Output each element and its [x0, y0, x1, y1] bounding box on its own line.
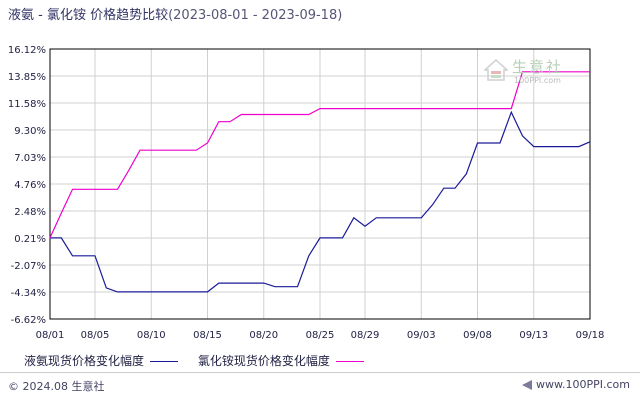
y-tick-label: -2.07%: [11, 261, 46, 272]
legend-item-ammonia: 液氨现货价格变化幅度: [24, 352, 179, 369]
arrow-left-icon: [522, 380, 533, 390]
watermark: 生意社 100PPI.com: [482, 56, 592, 88]
axes: [49, 48, 591, 320]
x-tick-label: 08/15: [193, 330, 222, 341]
legend-label-ammonia: 液氨现货价格变化幅度: [24, 354, 145, 368]
x-tick-label: 09/08: [463, 330, 492, 341]
chart-title-text: 液氨 - 氯化铵 价格趋势比较: [8, 8, 169, 23]
chart-legend: 液氨现货价格变化幅度 氯化铵现货价格变化幅度: [24, 352, 380, 369]
x-tick-label: 09/13: [519, 330, 548, 341]
x-tick-label: 09/03: [407, 330, 436, 341]
legend-swatch-ammonia: [150, 361, 179, 362]
y-tick-label: 0.21%: [14, 234, 46, 245]
y-tick-label: 2.48%: [14, 207, 46, 218]
y-tick-label: 9.30%: [14, 126, 46, 137]
x-tick-labels: 08/01 08/05 08/10 08/15 08/20 08/25 08/29 09/03…: [36, 330, 605, 341]
y-tick-label: 13.85%: [8, 72, 46, 83]
y-tick-label: 7.03%: [14, 153, 46, 164]
y-tick-label: 16.12%: [8, 45, 46, 56]
house-logo-icon: [484, 58, 508, 81]
chart-date-range: (2023-08-01 - 2023-09-18): [168, 8, 343, 23]
plot-frame: [49, 48, 591, 320]
x-tick-label: 08/05: [81, 330, 110, 341]
x-tick-label: 08/20: [249, 330, 278, 341]
y-tick-label: 4.76%: [14, 180, 46, 191]
series-line-ammonia: [50, 110, 591, 293]
y-tick-label: -6.62%: [11, 315, 46, 326]
grid: [49, 48, 591, 320]
x-tick-label: 08/29: [351, 330, 380, 341]
footer-copyright: © 2024.08 生意社: [8, 380, 105, 393]
y-tick-label: -4.34%: [11, 288, 46, 299]
footer-url: www.100PPI.com: [536, 378, 630, 391]
y-tick-labels: 16.12% 13.85% 11.58% 9.30% 7.03% 4.76% 2.48% 0.…: [8, 45, 46, 326]
legend-label-ammonium-chloride: 氯化铵现货价格变化幅度: [197, 354, 330, 368]
x-tick-label: 08/10: [137, 330, 166, 341]
y-tick-label: 11.58%: [8, 99, 46, 110]
legend-item-ammonium-chloride: 氯化铵现货价格变化幅度: [198, 352, 364, 369]
legend-swatch-ammonium-chloride: [335, 361, 364, 362]
watermark-name: 生意社: [512, 58, 564, 76]
x-tick-label: 09/18: [576, 330, 605, 341]
footer: © 2024.08 生意社 www.100PPI.com: [0, 372, 640, 401]
series-lines: [49, 71, 591, 293]
x-tick-label: 08/01: [36, 330, 65, 341]
watermark-url: 100PPI.com: [514, 76, 561, 85]
footer-link[interactable]: www.100PPI.com: [522, 378, 630, 391]
chart-title: 液氨 - 氯化铵 价格趋势比较(2023-08-01 - 2023-09-18): [8, 4, 342, 23]
x-tick-label: 08/25: [306, 330, 335, 341]
series-line-ammonium-chloride: [49, 71, 590, 239]
